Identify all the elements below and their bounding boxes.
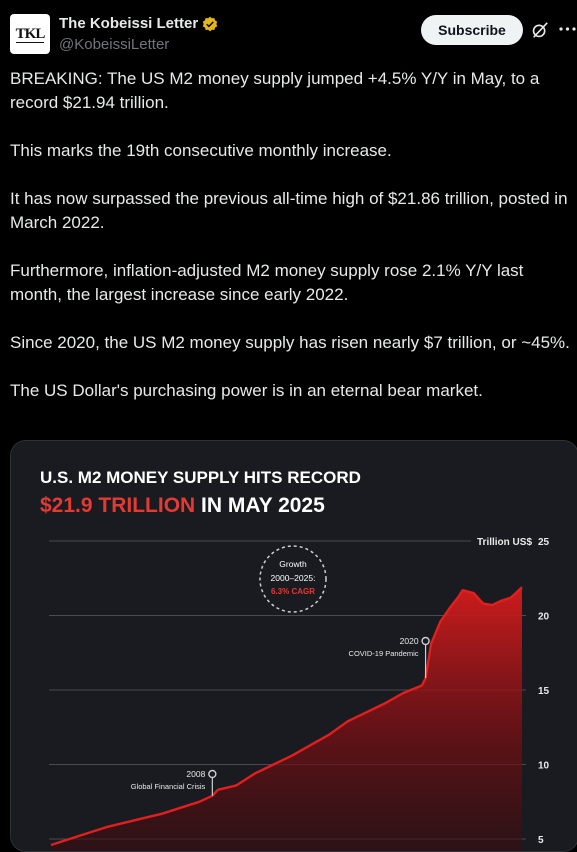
- y-tick-label: 20: [538, 612, 550, 623]
- tweet-paragraph: This marks the 19th consecutive monthly …: [10, 141, 392, 160]
- annotation-marker: [208, 769, 217, 779]
- more-options-icon[interactable]: [558, 19, 577, 39]
- chart-title-line2: $21.9 TRILLION IN MAY 2025: [40, 494, 325, 517]
- avatar-logo-text: TKL: [15, 25, 45, 43]
- tweet-paragraph: Since 2020, the US M2 money supply has r…: [10, 333, 570, 352]
- chart-annotations: 2008 Global Financial Crisis 2020 COVID-19 …: [131, 636, 430, 796]
- tweet-paragraph: BREAKING: The US M2 money supply jumped …: [10, 69, 540, 112]
- annotation-year: 2020: [400, 636, 419, 646]
- growth-badge-line1: Growth: [279, 559, 307, 569]
- chart-title-line1: U.S. M2 MONEY SUPPLY HITS RECORD: [40, 468, 361, 487]
- subscribe-button[interactable]: Subscribe: [421, 15, 523, 45]
- grok-icon[interactable]: [531, 21, 549, 39]
- display-name[interactable]: The Kobeissi Letter: [59, 15, 199, 32]
- series-area: [51, 587, 522, 851]
- verified-badge-icon: [203, 16, 218, 31]
- chart-title-highlight: $21.9 TRILLION: [40, 494, 195, 517]
- y-axis-unit-label: Trillion US$: [477, 537, 532, 548]
- tweet-paragraph: Furthermore, inflation-adjusted M2 money…: [10, 261, 524, 304]
- growth-badge: Growth 2000–2025: 6.3% CAGR: [259, 545, 327, 613]
- y-tick-label: 5: [538, 835, 544, 846]
- tweet-paragraph: The US Dollar's purchasing power is in a…: [10, 381, 483, 400]
- account-handle[interactable]: @KobeissiLetter: [59, 36, 170, 53]
- annotation-year: 2008: [186, 769, 205, 779]
- annotation-label: COVID-19 Pandemic: [349, 649, 419, 658]
- name-row: The Kobeissi Letter: [59, 15, 218, 32]
- tweet-header: TKL The Kobeissi Letter @KobeissiLetter …: [0, 0, 577, 66]
- annotation-marker: [421, 636, 430, 646]
- y-tick-label: 15: [538, 686, 550, 697]
- chart-title-rest: IN MAY 2025: [195, 494, 325, 517]
- m2-chart: U.S. M2 MONEY SUPPLY HITS RECORD $21.9 T…: [11, 441, 577, 851]
- annotation-label: Global Financial Crisis: [131, 782, 206, 791]
- growth-badge-cagr: 6.3% CAGR: [271, 587, 315, 596]
- growth-badge-line2: 2000–2025:: [271, 573, 316, 583]
- tweet-paragraph: It has now surpassed the previous all-ti…: [10, 189, 568, 232]
- tweet-media-chart[interactable]: U.S. M2 MONEY SUPPLY HITS RECORD $21.9 T…: [10, 440, 577, 852]
- series-line: [50, 586, 523, 847]
- tweet-text: BREAKING: The US M2 money supply jumped …: [10, 67, 572, 427]
- y-tick-label: 10: [538, 761, 550, 772]
- y-tick-label: 25: [538, 537, 550, 548]
- avatar[interactable]: TKL: [10, 14, 50, 54]
